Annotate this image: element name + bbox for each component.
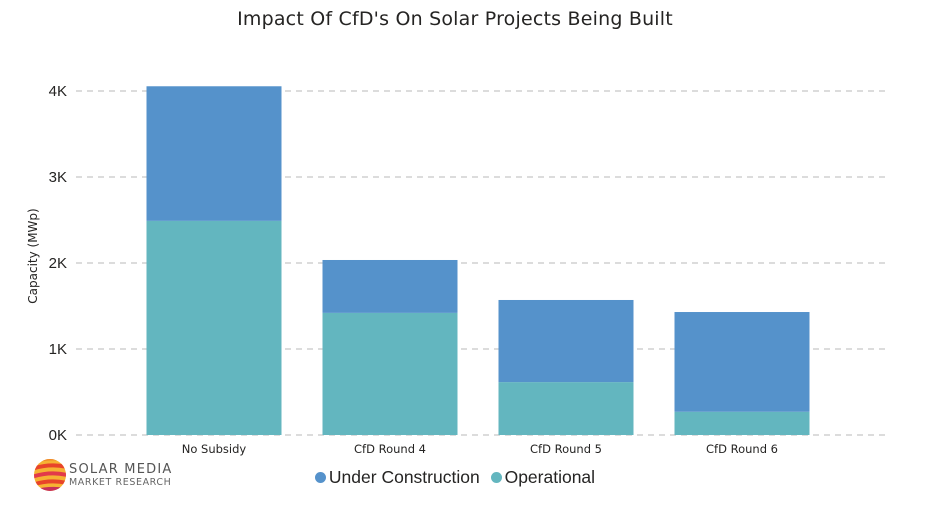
x-tick-label: CfD Round 5: [530, 442, 602, 456]
bar-under-construction[interactable]: [674, 312, 810, 412]
y-tick-label: 3K: [49, 169, 67, 186]
y-tick-label: 1K: [49, 341, 67, 358]
bars: [146, 86, 810, 435]
legend-item-operational[interactable]: Operational: [490, 467, 596, 488]
solar-globe-icon: [34, 459, 66, 491]
bar-operational[interactable]: [322, 312, 458, 435]
bar-under-construction[interactable]: [146, 86, 282, 221]
x-tick-label: No Subsidy: [182, 442, 247, 456]
legend-label: Operational: [504, 467, 596, 487]
bar-operational[interactable]: [674, 411, 810, 435]
x-axis-labels: No Subsidy CfD Round 4 CfD Round 5 CfD Roun…: [182, 442, 778, 456]
bar-operational[interactable]: [498, 382, 634, 435]
y-tick-label: 2K: [49, 255, 67, 272]
legend: Under Construction Operational: [0, 467, 910, 488]
x-tick-label: CfD Round 6: [706, 442, 778, 456]
legend-dot-under-construction: [314, 472, 326, 483]
logo-subtitle: MARKET RESEARCH: [69, 476, 172, 488]
legend-label: Under Construction: [328, 467, 480, 487]
bar-operational[interactable]: [146, 220, 282, 435]
x-tick-label: CfD Round 4: [354, 442, 426, 456]
legend-item-under-construction[interactable]: Under Construction: [314, 467, 480, 488]
logo-title: SOLAR MEDIA: [69, 461, 173, 477]
solar-media-logo: SOLAR MEDIA MARKET RESEARCH: [33, 458, 172, 492]
y-axis-ticks: 0K 1K 2K 3K 4K: [49, 83, 67, 444]
chart-title: Impact Of CfD's On Solar Projects Being …: [237, 8, 673, 30]
legend-dot-operational: [490, 472, 502, 483]
y-tick-label: 0K: [49, 427, 67, 444]
y-axis-title: Capacity (MWp): [26, 208, 40, 303]
y-tick-label: 4K: [49, 83, 67, 100]
bar-under-construction[interactable]: [498, 299, 634, 383]
bar-under-construction[interactable]: [322, 259, 458, 313]
